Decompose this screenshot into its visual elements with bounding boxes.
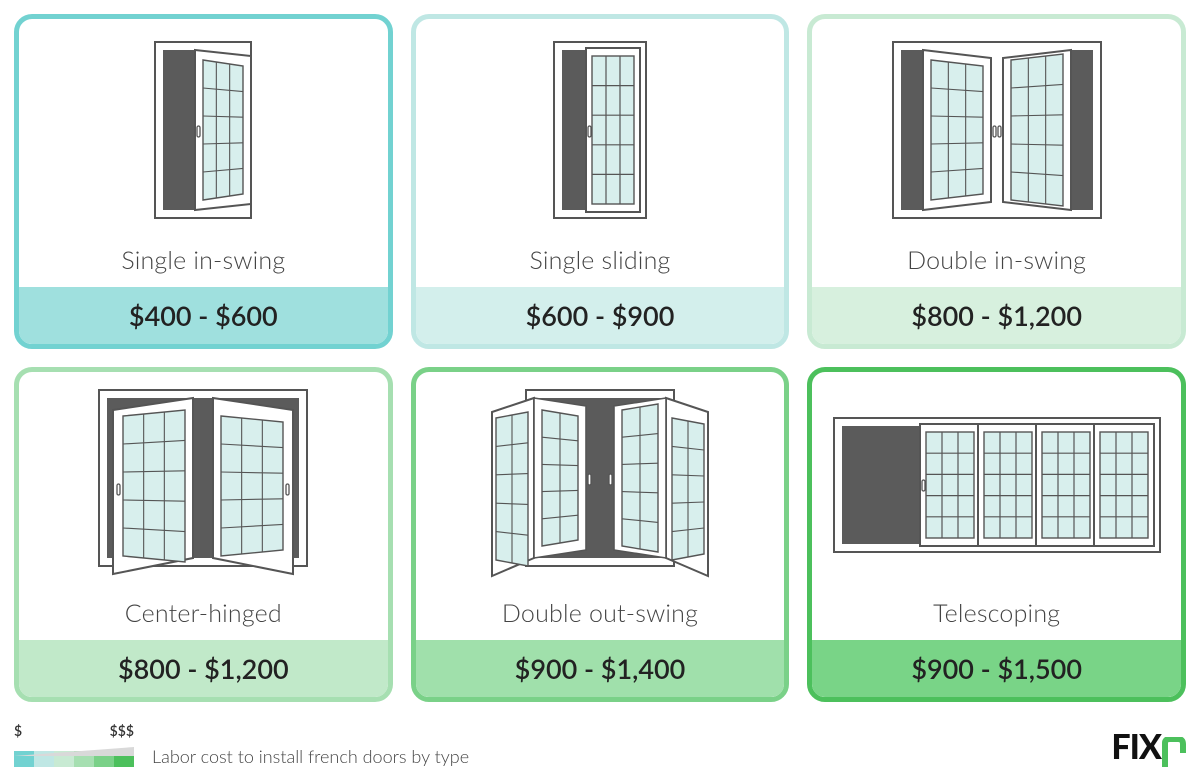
card-single-in: Single in-swing $400 - $600: [14, 14, 393, 349]
legend: $ $$$ Labor cost to install french doors…: [14, 722, 1186, 767]
logo-text: FIX: [1111, 726, 1161, 767]
logo-accent-icon: [1162, 737, 1186, 767]
logo: FIX: [1111, 726, 1186, 767]
card-price: $600 - $900: [416, 287, 785, 344]
legend-low: $: [14, 722, 22, 739]
card-double-in: Double in-swing $800 - $1,200: [807, 14, 1186, 349]
legend-high: $$$: [110, 722, 134, 739]
legend-caption: Labor cost to install french doors by ty…: [152, 745, 469, 767]
double-out-icon: [416, 372, 785, 588]
center-hinged-icon: [19, 372, 388, 588]
card-price: $400 - $600: [19, 287, 388, 344]
card-telescoping: Telescoping $900 - $1,500: [807, 367, 1186, 702]
card-label: Double in-swing: [812, 235, 1181, 287]
card-label: Single in-swing: [19, 235, 388, 287]
card-double-out: Double out-swing $900 - $1,400: [411, 367, 790, 702]
card-label: Double out-swing: [416, 588, 785, 640]
single-slide-icon: [416, 19, 785, 235]
single-in-icon: [19, 19, 388, 235]
card-label: Single sliding: [416, 235, 785, 287]
card-label: Telescoping: [812, 588, 1181, 640]
card-price: $900 - $1,400: [416, 640, 785, 697]
telescoping-icon: [812, 372, 1181, 588]
double-in-icon: [812, 19, 1181, 235]
card-price: $900 - $1,500: [812, 640, 1181, 697]
legend-scale: $ $$$: [14, 722, 134, 767]
card-center-hinged: Center-hinged $800 - $1,200: [14, 367, 393, 702]
card-price: $800 - $1,200: [19, 640, 388, 697]
card-single-slide: Single sliding $600 - $900: [411, 14, 790, 349]
card-price: $800 - $1,200: [812, 287, 1181, 344]
card-label: Center-hinged: [19, 588, 388, 640]
card-grid: Single in-swing $400 - $600 Single slidi…: [14, 14, 1186, 702]
